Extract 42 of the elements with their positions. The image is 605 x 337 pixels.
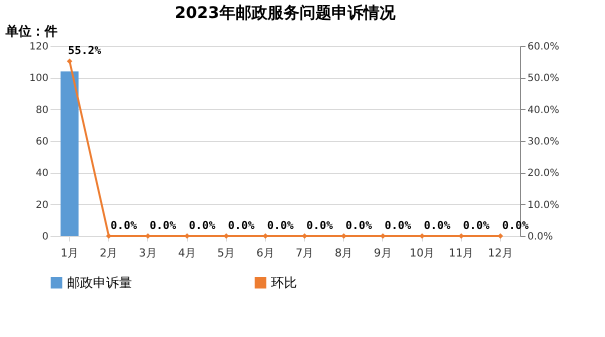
y-tick-label: 120	[29, 42, 48, 52]
y-tick-label: 100	[29, 73, 48, 84]
data-label: 0.0%	[502, 219, 530, 232]
y2-tick-label: 60.0%	[528, 42, 560, 52]
x-tick-label: 5月	[217, 246, 236, 260]
x-tick-label: 11月	[448, 246, 474, 260]
y2-tick-label: 40.0%	[528, 104, 560, 116]
data-label: 0.0%	[188, 219, 216, 232]
y-axis-title: 单位：件	[4, 24, 58, 40]
x-tick-label: 9月	[374, 246, 392, 260]
data-label: 0.0%	[346, 219, 372, 232]
y2-tick-label: 20.0%	[528, 168, 560, 180]
data-label: 0.0%	[110, 219, 138, 232]
y-tick-label: 40	[36, 168, 48, 180]
x-tick-label: 10月	[410, 246, 435, 260]
data-label: 0.0%	[267, 219, 294, 232]
y2-tick-label: 30.0%	[528, 136, 560, 148]
y2-tick-label: 0.0%	[528, 232, 553, 242]
x-tick-label: 1月	[60, 246, 79, 260]
x-tick-label: 4月	[178, 246, 196, 260]
x-tick-label: 7月	[296, 246, 314, 260]
x-tick-label: 6月	[256, 246, 274, 260]
data-label: 0.0%	[463, 219, 490, 232]
legend-label: 环比	[271, 276, 297, 291]
y-tick-label: 20	[36, 200, 48, 211]
x-tick-label: 8月	[334, 246, 353, 260]
data-label: 55.2%	[68, 44, 102, 58]
chart-title: 2023年邮政服务问题申诉情况	[174, 3, 396, 22]
x-tick-label: 3月	[138, 246, 157, 260]
data-label: 0.0%	[228, 219, 255, 232]
legend-label: 邮政申诉量	[67, 276, 132, 291]
y2-tick-label: 10.0%	[528, 200, 560, 211]
data-label: 0.0%	[306, 219, 334, 232]
y-tick-label: 0	[42, 232, 48, 242]
data-label: 0.0%	[150, 219, 177, 232]
x-tick-label: 2月	[100, 246, 118, 260]
x-tick-label: 12月	[488, 246, 513, 260]
y-tick-label: 80	[36, 104, 48, 116]
y2-tick-label: 50.0%	[528, 73, 560, 84]
y-tick-label: 60	[36, 136, 48, 148]
data-label: 0.0%	[424, 219, 451, 232]
data-label: 0.0%	[384, 219, 412, 232]
